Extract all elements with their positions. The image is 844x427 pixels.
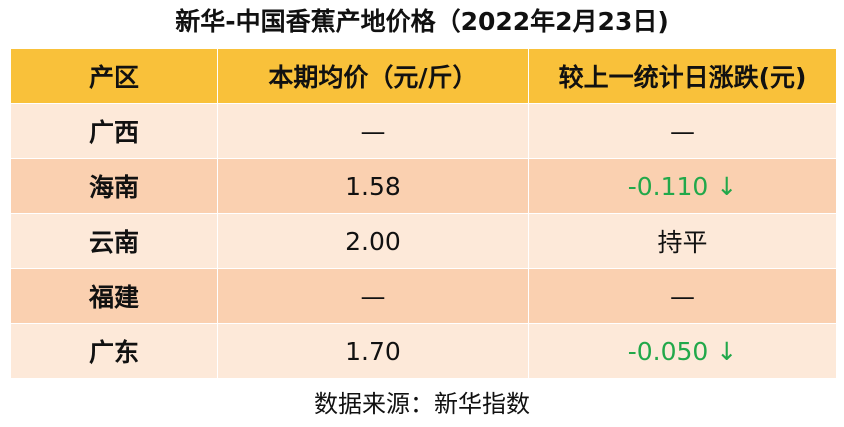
row: 福建 — — (10, 268, 837, 324)
region: 福建 (10, 268, 218, 324)
column-header: 较上一统计日涨跌(元) (528, 48, 837, 104)
row: 海南 1.58 -0.110 ↓ (10, 158, 837, 214)
price: 1.70 (217, 323, 529, 379)
header-row: 产区 本期均价（元/斤） 较上一统计日涨跌(元) (10, 48, 837, 104)
price: — (217, 268, 529, 324)
title: 新华-中国香蕉产地价格（2022年2月23日) (175, 7, 669, 36)
row: 广西 — — (10, 103, 837, 159)
change: — (528, 103, 837, 159)
price: — (217, 103, 529, 159)
source-note: 数据来源：新华指数 (314, 390, 530, 418)
change: -0.110 ↓ (528, 158, 837, 214)
price: 1.58 (217, 158, 529, 214)
region: 云南 (10, 213, 218, 269)
row: 广东 1.70 -0.050 ↓ (10, 323, 837, 379)
region: 海南 (10, 158, 218, 214)
column-header: 产区 (10, 48, 218, 104)
row: 云南 2.00 持平 (10, 213, 837, 269)
change: -0.050 ↓ (528, 323, 837, 379)
price: 2.00 (217, 213, 529, 269)
region: 广东 (10, 323, 218, 379)
price-table: 产区 本期均价（元/斤） 较上一统计日涨跌(元) 广西 — — 海南 1.58 … (10, 48, 837, 379)
change: — (528, 268, 837, 324)
region: 广西 (10, 103, 218, 159)
column-header: 本期均价（元/斤） (217, 48, 529, 104)
change: 持平 (528, 213, 837, 269)
